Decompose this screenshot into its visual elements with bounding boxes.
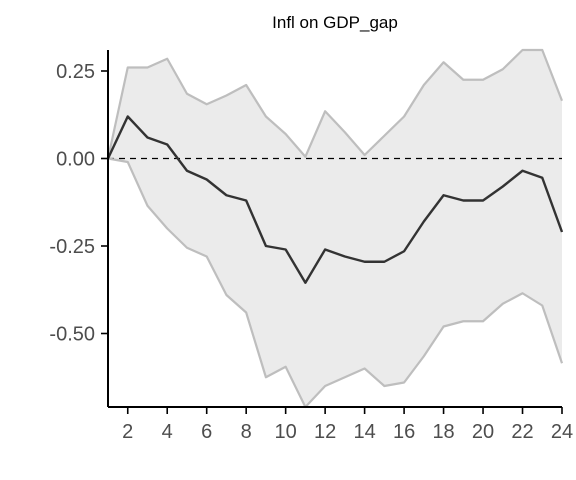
x-tick-label: 12 xyxy=(314,421,336,443)
response-line xyxy=(106,115,564,284)
x-tick-label: 2 xyxy=(122,421,133,443)
confidence-band xyxy=(108,50,562,407)
x-tick-label: 6 xyxy=(201,421,212,443)
x-tick-label: 4 xyxy=(162,421,173,443)
y-tick-label: -0.50 xyxy=(49,324,95,346)
x-tick-label: 24 xyxy=(551,421,573,443)
y-tick-label: 0.25 xyxy=(56,61,95,83)
lower-bound-line xyxy=(107,157,564,409)
x-tick-label: 10 xyxy=(275,421,297,443)
x-tick-label: 8 xyxy=(241,421,252,443)
y-tick-label: -0.25 xyxy=(49,236,95,258)
tick-labels: 2 4 6 8 10 12 14 16 18 20 22 240.250.00-0.25-0.50 xyxy=(49,61,573,443)
series-lines xyxy=(106,48,564,409)
upper-bound-line xyxy=(106,48,564,159)
y-tick-label: 0.00 xyxy=(56,149,95,171)
band-area xyxy=(108,50,562,407)
x-tick-label: 22 xyxy=(511,421,533,443)
x-tick-label: 18 xyxy=(432,421,454,443)
x-tick-label: 16 xyxy=(393,421,415,443)
axes xyxy=(101,50,563,414)
x-tick-label: 14 xyxy=(353,421,375,443)
chart-title: Infl on GDP_gap xyxy=(272,13,398,32)
x-tick-label: 20 xyxy=(472,421,494,443)
